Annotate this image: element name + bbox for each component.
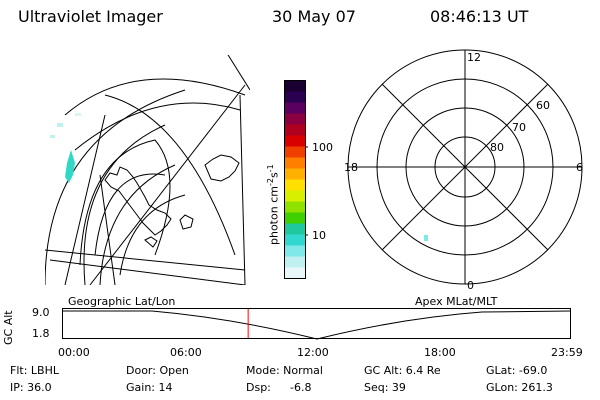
colorbar-tick-100: 100 xyxy=(312,141,333,154)
colorbar-band xyxy=(284,267,306,279)
instrument-title: Ultraviolet Imager xyxy=(18,7,163,26)
timeline-plot xyxy=(62,308,571,340)
colorbar-band xyxy=(284,146,306,158)
status-gc-alt: GC Alt: 6.4 Re xyxy=(364,364,441,377)
colorbar-band xyxy=(284,256,306,268)
colorbar-band xyxy=(284,135,306,147)
colorbar-band xyxy=(284,102,306,114)
colorbar-band xyxy=(284,234,306,246)
status-glat: GLat: -69.0 xyxy=(486,364,548,377)
timeline-x-tick-1200: 12:00 xyxy=(297,346,329,359)
colorbar-band xyxy=(284,245,306,257)
status-gain: Gain: 14 xyxy=(126,381,173,394)
polar-lat-80: 80 xyxy=(490,141,504,154)
colorbar-tick-10: 10 xyxy=(312,229,326,242)
polar-lat-70: 70 xyxy=(512,121,526,134)
colorbar-unit-label: photon cm-2s-1 xyxy=(266,164,281,245)
timeline-x-tick-2359: 23:59 xyxy=(551,346,583,359)
colorbar-band xyxy=(284,179,306,191)
timeline-y-tick-top: 9.0 xyxy=(32,306,50,319)
polar-label-6: 6 xyxy=(576,161,583,174)
apex-projection-label: Apex MLat/MLT xyxy=(415,295,498,308)
colorbar-band xyxy=(284,201,306,213)
colorbar-band xyxy=(284,190,306,202)
timeline-y-tick-bottom: 1.8 xyxy=(32,327,50,340)
colorbar-band xyxy=(284,80,306,92)
date-label: 30 May 07 xyxy=(272,7,356,26)
colorbar-band xyxy=(284,113,306,125)
polar-label-12: 12 xyxy=(467,51,481,64)
status-ip: IP: 36.0 xyxy=(10,381,52,394)
polar-label-0: 0 xyxy=(467,279,474,290)
geographic-projection-label: Geographic Lat/Lon xyxy=(68,295,176,308)
geographic-map xyxy=(45,55,250,285)
polar-plot: 12 0 18 6 60 70 80 xyxy=(344,49,583,290)
colorbar-band xyxy=(284,223,306,235)
status-seq: Seq: 39 xyxy=(364,381,406,394)
colorbar-band xyxy=(284,168,306,180)
timeline-y-label: GC Alt xyxy=(2,310,15,345)
time-label: 08:46:13 UT xyxy=(430,7,529,26)
timeline-x-tick-0000: 00:00 xyxy=(58,346,90,359)
polar-lat-60: 60 xyxy=(536,99,550,112)
colorbar-band xyxy=(284,212,306,224)
timeline-x-tick-0600: 06:00 xyxy=(170,346,202,359)
status-door: Door: Open xyxy=(126,364,189,377)
colorbar xyxy=(284,80,308,279)
status-filter: Flt: LBHL xyxy=(10,364,59,377)
colorbar-band xyxy=(284,157,306,169)
colorbar-band xyxy=(284,124,306,136)
colorbar-band xyxy=(284,91,306,103)
status-mode: Mode: Normal xyxy=(246,364,323,377)
timeline-x-tick-1800: 18:00 xyxy=(424,346,456,359)
polar-label-18: 18 xyxy=(344,161,358,174)
status-dsp-value: -6.8 xyxy=(290,381,312,394)
status-dsp-label: Dsp: xyxy=(246,381,271,394)
status-glon: GLon: 261.3 xyxy=(486,381,553,394)
